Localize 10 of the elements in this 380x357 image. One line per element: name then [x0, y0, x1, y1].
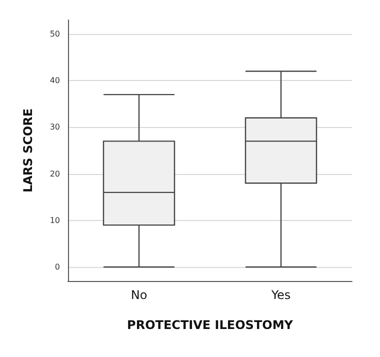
x-axis-title: PROTECTIVE ILEOSTOMY — [127, 318, 294, 332]
x-tick-label: No — [130, 288, 148, 302]
y-tick-label: 30 — [50, 122, 60, 132]
y-axis-title: LARS SCORE — [21, 108, 35, 193]
y-tick-label: 10 — [50, 216, 60, 225]
y-tick-label: 50 — [50, 29, 60, 38]
y-tick-label: 40 — [50, 76, 60, 86]
y-tick-label: 0 — [54, 262, 60, 272]
y-tick-label: 20 — [50, 169, 60, 178]
x-tick-label: Yes — [270, 288, 291, 302]
